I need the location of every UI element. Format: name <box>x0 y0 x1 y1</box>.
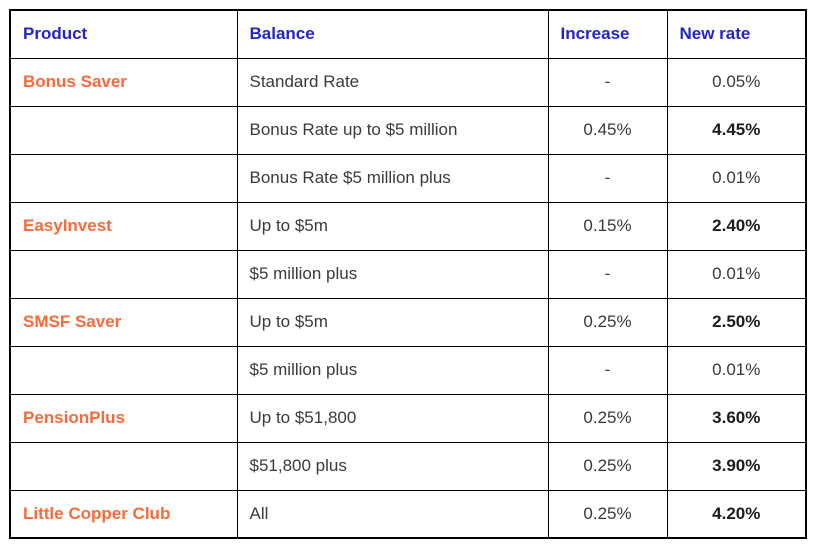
table-row: Bonus Saver Standard Rate - 0.05% <box>9 57 807 107</box>
increase-cell: - <box>547 345 668 395</box>
table-row: $5 million plus - 0.01% <box>9 345 807 395</box>
new-rate-cell: 3.60% <box>666 393 807 443</box>
balance-cell: Bonus Rate $5 million plus <box>236 153 549 203</box>
table-row: PensionPlus Up to $51,800 0.25% 3.60% <box>9 393 807 443</box>
increase-cell: 0.15% <box>547 201 668 251</box>
col-header-product: Product <box>9 9 238 59</box>
table-row: Bonus Rate up to $5 million 0.45% 4.45% <box>9 105 807 155</box>
new-rate-cell: 0.01% <box>666 249 807 299</box>
header-row: Product Balance Increase New rate <box>9 9 807 59</box>
balance-cell: Standard Rate <box>236 57 549 107</box>
balance-cell: $5 million plus <box>236 249 549 299</box>
increase-cell: 0.25% <box>547 393 668 443</box>
increase-cell: - <box>547 153 668 203</box>
balance-cell: Bonus Rate up to $5 million <box>236 105 549 155</box>
balance-cell: Up to $5m <box>236 201 549 251</box>
product-cell <box>9 153 238 203</box>
balance-cell: Up to $51,800 <box>236 393 549 443</box>
table-row: $51,800 plus 0.25% 3.90% <box>9 441 807 491</box>
increase-cell: - <box>547 57 668 107</box>
col-header-balance: Balance <box>236 9 549 59</box>
increase-cell: 0.25% <box>547 297 668 347</box>
new-rate-cell: 0.05% <box>666 57 807 107</box>
product-cell: Little Copper Club <box>9 489 238 539</box>
increase-cell: - <box>547 249 668 299</box>
table-row: Bonus Rate $5 million plus - 0.01% <box>9 153 807 203</box>
product-cell: EasyInvest <box>9 201 238 251</box>
increase-cell: 0.25% <box>547 441 668 491</box>
product-cell <box>9 345 238 395</box>
product-cell: PensionPlus <box>9 393 238 443</box>
product-cell <box>9 441 238 491</box>
table-row: SMSF Saver Up to $5m 0.25% 2.50% <box>9 297 807 347</box>
product-cell <box>9 249 238 299</box>
new-rate-cell: 4.45% <box>666 105 807 155</box>
table-row: EasyInvest Up to $5m 0.15% 2.40% <box>9 201 807 251</box>
increase-cell: 0.25% <box>547 489 668 539</box>
product-cell: SMSF Saver <box>9 297 238 347</box>
new-rate-cell: 4.20% <box>666 489 807 539</box>
balance-cell: Up to $5m <box>236 297 549 347</box>
new-rate-cell: 3.90% <box>666 441 807 491</box>
col-header-increase: Increase <box>547 9 668 59</box>
balance-cell: $5 million plus <box>236 345 549 395</box>
increase-cell: 0.45% <box>547 105 668 155</box>
rates-table: Product Balance Increase New rate Bonus … <box>9 9 807 539</box>
table-row: $5 million plus - 0.01% <box>9 249 807 299</box>
product-cell: Bonus Saver <box>9 57 238 107</box>
balance-cell: All <box>236 489 549 539</box>
table-row: Little Copper Club All 0.25% 4.20% <box>9 489 807 539</box>
col-header-new-rate: New rate <box>666 9 807 59</box>
new-rate-cell: 2.40% <box>666 201 807 251</box>
product-cell <box>9 105 238 155</box>
new-rate-cell: 0.01% <box>666 345 807 395</box>
new-rate-cell: 0.01% <box>666 153 807 203</box>
balance-cell: $51,800 plus <box>236 441 549 491</box>
new-rate-cell: 2.50% <box>666 297 807 347</box>
